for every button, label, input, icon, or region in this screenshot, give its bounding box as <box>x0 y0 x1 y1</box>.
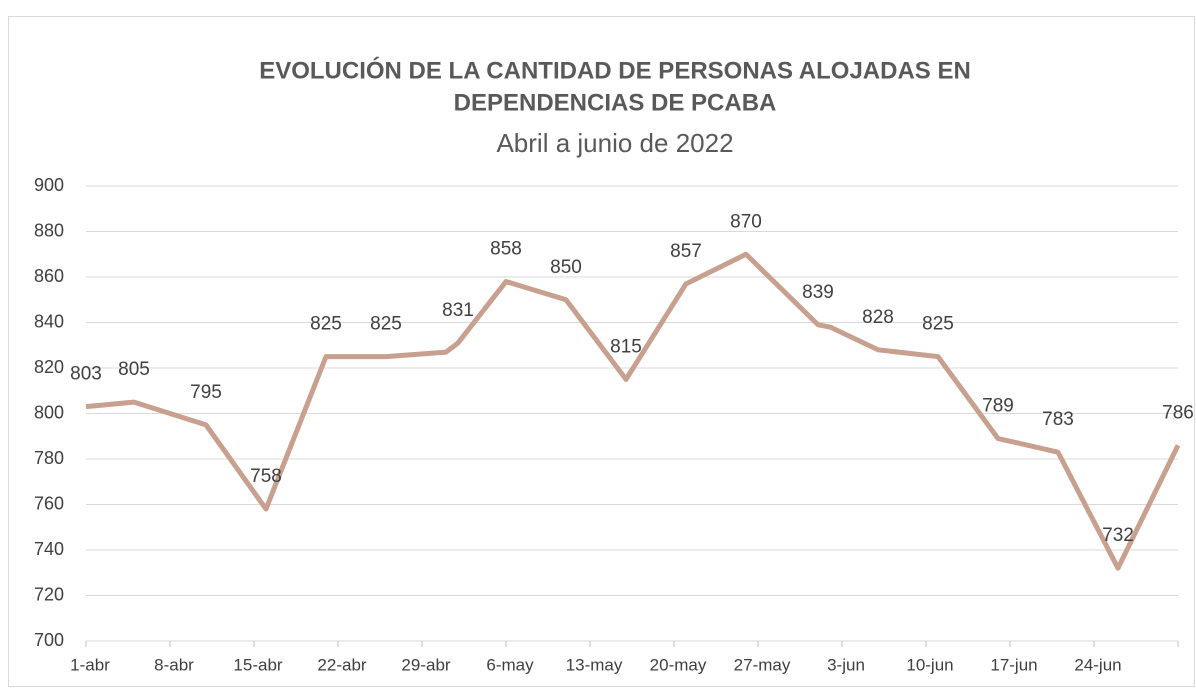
y-tick-label: 780 <box>34 448 64 468</box>
data-label: 828 <box>862 307 894 328</box>
y-tick-label: 760 <box>34 493 64 513</box>
y-tick-label: 700 <box>34 630 64 650</box>
x-tick-label: 15-abr <box>233 655 282 674</box>
data-label: 805 <box>118 359 150 380</box>
x-tick-label: 3-jun <box>827 655 865 674</box>
data-label: 732 <box>1102 525 1134 546</box>
data-label: 815 <box>610 336 642 357</box>
data-line <box>85 251 1181 571</box>
data-label: 870 <box>730 211 762 232</box>
y-tick-label: 880 <box>34 220 64 240</box>
data-label: 803 <box>70 364 102 385</box>
data-label: 857 <box>670 241 702 262</box>
data-label: 825 <box>922 314 954 335</box>
data-label: 758 <box>250 466 282 487</box>
data-label: 795 <box>190 382 222 403</box>
x-tick-label: 22-abr <box>317 655 366 674</box>
data-label: 825 <box>370 314 402 335</box>
x-tick-label: 24-jun <box>1074 655 1121 674</box>
y-tick-label: 740 <box>34 539 64 559</box>
x-tick-label: 29-abr <box>401 655 450 674</box>
data-label: 839 <box>802 282 834 303</box>
x-tick-label: 6-may <box>486 655 534 674</box>
data-label: 789 <box>982 396 1014 417</box>
chart-frame <box>8 16 1195 687</box>
chart-title: EVOLUCIÓN DE LA CANTIDAD DE PERSONAS ALO… <box>259 56 971 84</box>
data-label: 786 <box>1162 402 1194 423</box>
x-tick-label: 8-abr <box>154 655 194 674</box>
y-tick-label: 900 <box>34 175 64 195</box>
data-label: 850 <box>550 257 582 278</box>
y-tick-label: 860 <box>34 266 64 286</box>
chart-subtitle: Abril a junio de 2022 <box>496 128 733 158</box>
y-tick-label: 800 <box>34 402 64 422</box>
data-label: 825 <box>310 314 342 335</box>
x-tick-label: 10-jun <box>906 655 953 674</box>
x-tick-label: 27-may <box>734 655 791 674</box>
data-label: 831 <box>442 300 474 321</box>
x-tick-label: 13-may <box>566 655 623 674</box>
x-tick-label: 17-jun <box>990 655 1037 674</box>
x-tick-label: 1-abr <box>70 655 110 674</box>
data-label: 858 <box>490 239 522 260</box>
y-tick-label: 720 <box>34 584 64 604</box>
data-label: 783 <box>1042 409 1074 430</box>
x-tick-label: 20-may <box>650 655 707 674</box>
chart-title: DEPENDENCIAS DE PCABA <box>454 89 777 116</box>
y-tick-label: 820 <box>34 357 64 377</box>
y-tick-label: 840 <box>34 311 64 331</box>
